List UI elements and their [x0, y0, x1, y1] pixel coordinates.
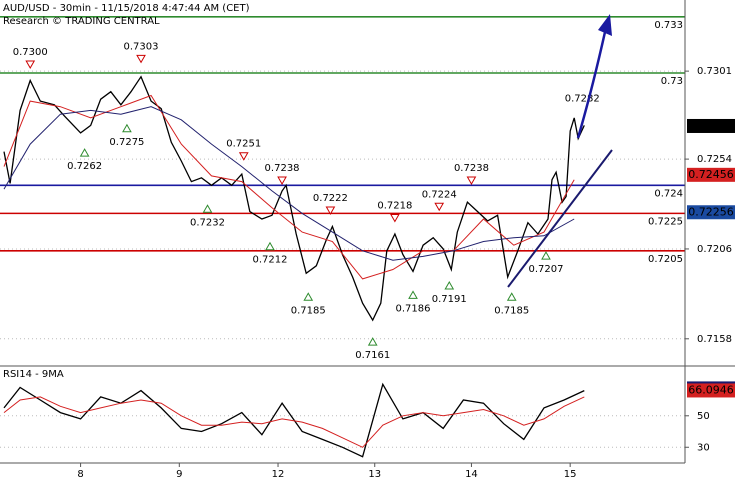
high-label: 0.7222 — [313, 193, 348, 204]
price-tag-label: 0.72717 — [688, 119, 734, 132]
trend-line — [507, 149, 613, 288]
low-marker — [541, 251, 551, 260]
x-tick-label: 8 — [77, 469, 83, 480]
high-label: 0.7218 — [377, 200, 412, 211]
low-marker — [506, 292, 517, 301]
high-label: 0.7251 — [226, 139, 261, 150]
series-line — [3, 94, 575, 280]
high-marker — [466, 176, 477, 186]
price-tag — [687, 205, 735, 220]
high-marker — [238, 152, 249, 161]
high-label: 0.7300 — [13, 47, 48, 58]
y-tick-label: 0.7301 — [697, 66, 732, 77]
high-marker — [136, 54, 146, 64]
low-marker — [367, 337, 378, 346]
low-marker — [202, 204, 213, 213]
chart-subtitle: Research © TRADING CENTRAL — [3, 16, 160, 27]
high-marker — [390, 213, 400, 223]
note-label: 0.7282 — [565, 94, 600, 105]
series-line — [3, 396, 585, 448]
y-tick-label: 0.7254 — [697, 154, 732, 165]
forecast-arrow — [576, 31, 607, 139]
high-label: 0.7303 — [124, 41, 159, 52]
low-label: 0.7161 — [355, 350, 390, 361]
level-label: 0.724 — [654, 188, 683, 199]
rsi-title: RSI14 - 9MA — [3, 369, 64, 380]
y-tick-label: 0.7158 — [697, 334, 732, 345]
price-tag-label: 66.0946 — [688, 383, 734, 396]
level-label: 0.7225 — [648, 216, 683, 227]
x-tick-label: 14 — [465, 469, 478, 480]
low-label: 0.7232 — [190, 217, 225, 228]
x-tick-label: 12 — [272, 469, 285, 480]
high-marker — [434, 202, 445, 212]
price-tag — [687, 383, 735, 398]
low-marker — [303, 292, 314, 301]
series-line — [3, 382, 585, 458]
level-label: 0.733 — [654, 20, 683, 31]
chart-title: AUD/USD - 30min - 11/15/2018 4:47:44 AM … — [3, 3, 250, 14]
high-label: 0.7238 — [454, 163, 489, 174]
low-label: 0.7186 — [396, 303, 431, 314]
low-label: 0.7275 — [109, 137, 144, 148]
x-tick-label: 9 — [176, 469, 182, 480]
x-tick-label: 13 — [368, 469, 381, 480]
price-tag-label: 0.72456 — [688, 168, 734, 181]
low-label: 0.7185 — [291, 305, 326, 316]
y-tick-label: 0.7206 — [697, 244, 732, 255]
high-label: 0.7238 — [265, 163, 300, 174]
low-label: 0.7212 — [252, 255, 287, 266]
series-line — [3, 106, 575, 261]
y-tick-label: 30 — [697, 442, 710, 453]
price-tag-label: 0.72256 — [688, 205, 734, 218]
arrow-head — [598, 14, 612, 36]
low-label: 0.7185 — [494, 305, 529, 316]
low-marker — [265, 241, 275, 251]
rsi-panel: 305067.390266.0946 — [0, 381, 735, 458]
high-label: 0.7224 — [422, 189, 457, 200]
high-marker — [325, 206, 336, 216]
high-marker — [25, 60, 36, 70]
low-marker — [408, 290, 418, 299]
low-marker — [122, 123, 132, 133]
price-tag — [687, 118, 735, 133]
low-marker — [79, 148, 90, 157]
low-marker — [444, 281, 455, 290]
x-tick-label: 15 — [564, 469, 577, 480]
high-marker — [277, 176, 287, 186]
low-label: 0.7207 — [528, 264, 563, 275]
y-tick-label: 50 — [697, 411, 710, 422]
low-label: 0.7191 — [432, 294, 467, 305]
level-label: 0.7205 — [648, 254, 683, 265]
price-tag — [687, 167, 735, 182]
low-label: 0.7262 — [67, 161, 102, 172]
level-label: 0.73 — [661, 76, 683, 87]
